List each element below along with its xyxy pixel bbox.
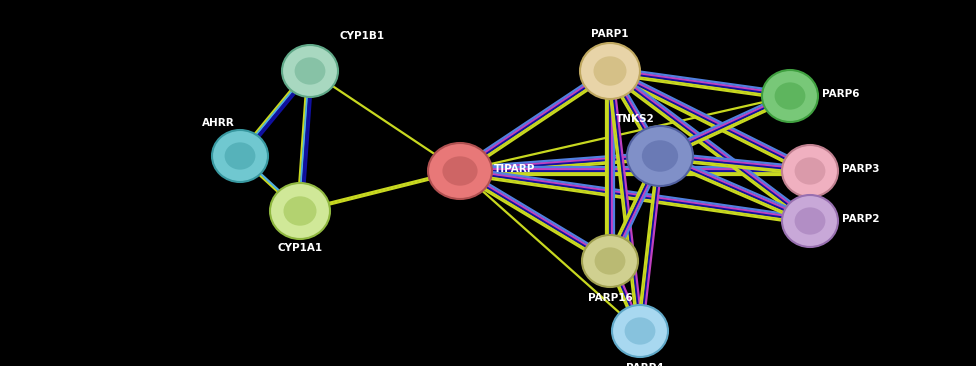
Text: PARP6: PARP6 <box>822 89 860 99</box>
Ellipse shape <box>782 195 838 247</box>
Text: PARP2: PARP2 <box>842 214 879 224</box>
Text: PARP16: PARP16 <box>588 293 632 303</box>
Ellipse shape <box>295 57 325 85</box>
Ellipse shape <box>762 70 818 122</box>
Text: PARP1: PARP1 <box>591 29 629 39</box>
Ellipse shape <box>270 183 330 239</box>
Ellipse shape <box>428 143 492 199</box>
Ellipse shape <box>775 82 805 110</box>
Ellipse shape <box>794 157 826 185</box>
Ellipse shape <box>283 196 316 226</box>
Ellipse shape <box>794 208 826 235</box>
Text: CYP1A1: CYP1A1 <box>277 243 322 253</box>
Ellipse shape <box>612 305 668 357</box>
Ellipse shape <box>580 43 640 99</box>
Ellipse shape <box>224 142 256 170</box>
Text: TIPARP: TIPARP <box>494 164 536 174</box>
Text: PARP4: PARP4 <box>627 363 664 366</box>
Ellipse shape <box>582 235 638 287</box>
Ellipse shape <box>594 247 626 274</box>
Ellipse shape <box>625 317 656 345</box>
Ellipse shape <box>627 126 693 186</box>
Text: PARP3: PARP3 <box>842 164 879 174</box>
Ellipse shape <box>593 56 627 86</box>
Ellipse shape <box>782 145 838 197</box>
Text: TNKS2: TNKS2 <box>616 114 655 124</box>
Ellipse shape <box>282 45 338 97</box>
Text: AHRR: AHRR <box>202 118 235 128</box>
Ellipse shape <box>642 140 678 172</box>
Text: CYP1B1: CYP1B1 <box>340 31 386 41</box>
Ellipse shape <box>212 130 268 182</box>
Ellipse shape <box>442 156 477 186</box>
